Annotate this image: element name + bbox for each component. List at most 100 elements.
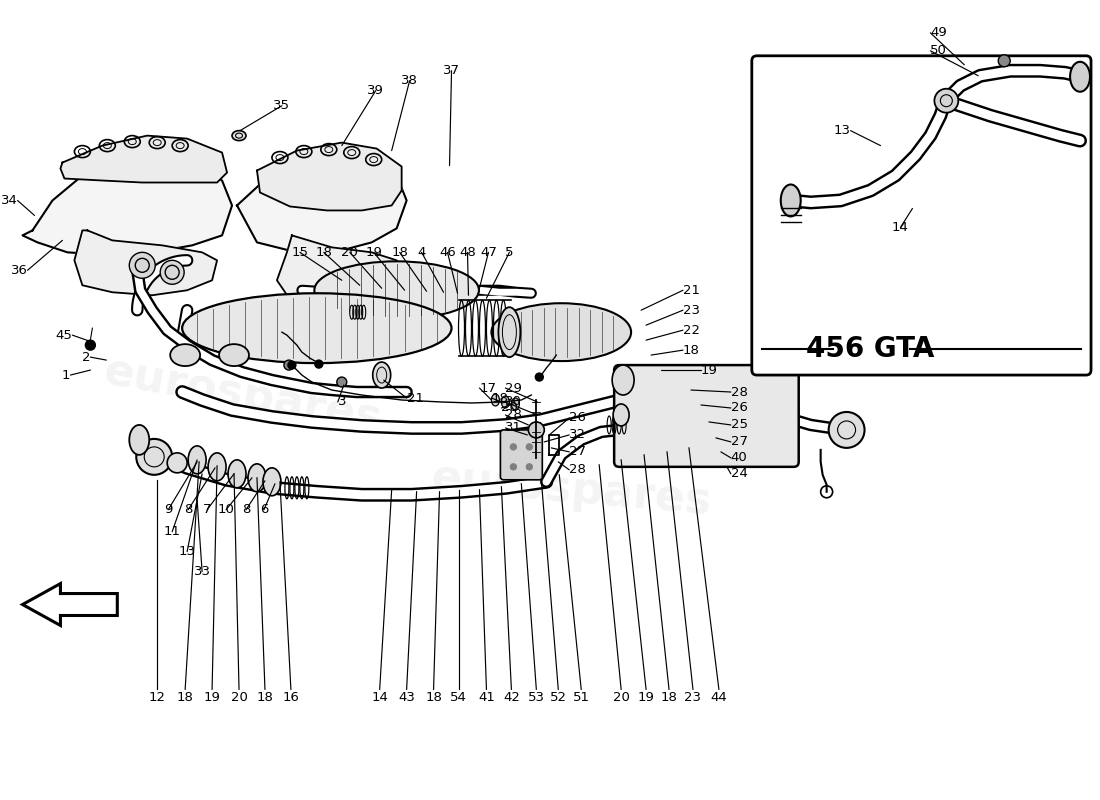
Text: 20: 20 [502, 402, 518, 414]
Text: 18: 18 [256, 691, 274, 704]
Text: 29: 29 [505, 382, 522, 394]
Text: 1: 1 [62, 369, 70, 382]
Text: 23: 23 [684, 691, 702, 704]
Circle shape [526, 444, 532, 450]
Ellipse shape [373, 362, 390, 388]
Text: 39: 39 [367, 84, 384, 98]
Text: 18: 18 [392, 246, 408, 259]
Text: 28: 28 [730, 386, 748, 398]
Text: 15: 15 [292, 246, 308, 259]
Text: 28: 28 [505, 409, 522, 422]
Text: 7: 7 [202, 503, 211, 516]
Text: 9: 9 [164, 503, 173, 516]
Text: 18: 18 [316, 246, 332, 259]
Text: 37: 37 [443, 64, 460, 78]
Text: 24: 24 [730, 467, 748, 480]
Text: 4: 4 [417, 246, 426, 259]
Circle shape [510, 464, 516, 470]
FancyBboxPatch shape [500, 430, 542, 480]
Text: 18: 18 [425, 691, 442, 704]
Text: 10: 10 [218, 503, 234, 516]
Polygon shape [22, 161, 232, 255]
Text: 38: 38 [402, 74, 418, 87]
Circle shape [167, 453, 187, 473]
Circle shape [161, 260, 184, 284]
Ellipse shape [492, 303, 631, 361]
Text: 22: 22 [683, 324, 700, 337]
Text: 17: 17 [480, 382, 496, 394]
Text: 19: 19 [204, 691, 220, 704]
Text: 27: 27 [730, 435, 748, 449]
Circle shape [998, 55, 1010, 66]
Text: 44: 44 [711, 691, 727, 704]
Circle shape [934, 89, 958, 113]
Ellipse shape [498, 307, 520, 357]
Text: 20: 20 [613, 691, 629, 704]
Circle shape [828, 412, 865, 448]
Text: 5: 5 [505, 246, 514, 259]
Circle shape [510, 444, 516, 450]
Text: 6: 6 [260, 503, 268, 516]
Text: 51: 51 [573, 691, 590, 704]
Ellipse shape [781, 185, 801, 217]
Text: 47: 47 [480, 246, 497, 259]
Ellipse shape [170, 344, 200, 366]
Ellipse shape [219, 344, 249, 366]
Text: 46: 46 [439, 246, 455, 259]
Text: 28: 28 [569, 463, 586, 476]
Ellipse shape [228, 460, 246, 488]
Text: 34: 34 [1, 194, 18, 207]
Text: 11: 11 [164, 525, 180, 538]
Text: 18: 18 [661, 691, 678, 704]
Text: eurospares: eurospares [429, 456, 713, 523]
Ellipse shape [492, 394, 499, 406]
Text: 36: 36 [11, 264, 28, 277]
Ellipse shape [1070, 62, 1090, 92]
Text: 33: 33 [194, 565, 210, 578]
Text: 25: 25 [730, 418, 748, 431]
Text: 18: 18 [177, 691, 194, 704]
FancyBboxPatch shape [614, 365, 799, 467]
Circle shape [284, 360, 294, 370]
Circle shape [315, 360, 322, 368]
Text: 13: 13 [178, 545, 196, 558]
Text: eurospares: eurospares [100, 350, 384, 441]
Text: 14: 14 [372, 691, 388, 704]
Text: 20: 20 [341, 246, 359, 259]
Circle shape [130, 252, 155, 278]
Circle shape [86, 340, 96, 350]
Ellipse shape [232, 130, 246, 141]
Text: 40: 40 [730, 451, 748, 464]
Text: 31: 31 [505, 422, 522, 434]
Ellipse shape [183, 294, 451, 363]
Text: 3: 3 [338, 395, 346, 409]
Ellipse shape [612, 365, 634, 395]
Circle shape [337, 377, 346, 387]
Text: 53: 53 [528, 691, 544, 704]
Text: 42: 42 [503, 691, 520, 704]
Ellipse shape [208, 453, 227, 481]
Ellipse shape [188, 446, 206, 474]
Text: 43: 43 [398, 691, 415, 704]
Text: 27: 27 [569, 446, 586, 458]
Text: 21: 21 [407, 391, 424, 405]
Circle shape [528, 422, 544, 438]
Polygon shape [60, 136, 227, 182]
Text: 18: 18 [683, 344, 700, 357]
Ellipse shape [502, 396, 509, 408]
Text: 8: 8 [184, 503, 192, 516]
Text: 19: 19 [365, 246, 382, 259]
Text: 14: 14 [892, 221, 909, 234]
Circle shape [288, 361, 296, 369]
Ellipse shape [613, 404, 629, 426]
Text: 45: 45 [55, 329, 73, 342]
Circle shape [526, 464, 532, 470]
Text: 8: 8 [242, 503, 250, 516]
Text: 49: 49 [931, 26, 947, 39]
Text: 30: 30 [505, 395, 522, 409]
Polygon shape [257, 142, 402, 210]
Text: 26: 26 [730, 402, 748, 414]
Text: 20: 20 [231, 691, 248, 704]
Text: 16: 16 [283, 691, 299, 704]
Polygon shape [277, 235, 407, 315]
